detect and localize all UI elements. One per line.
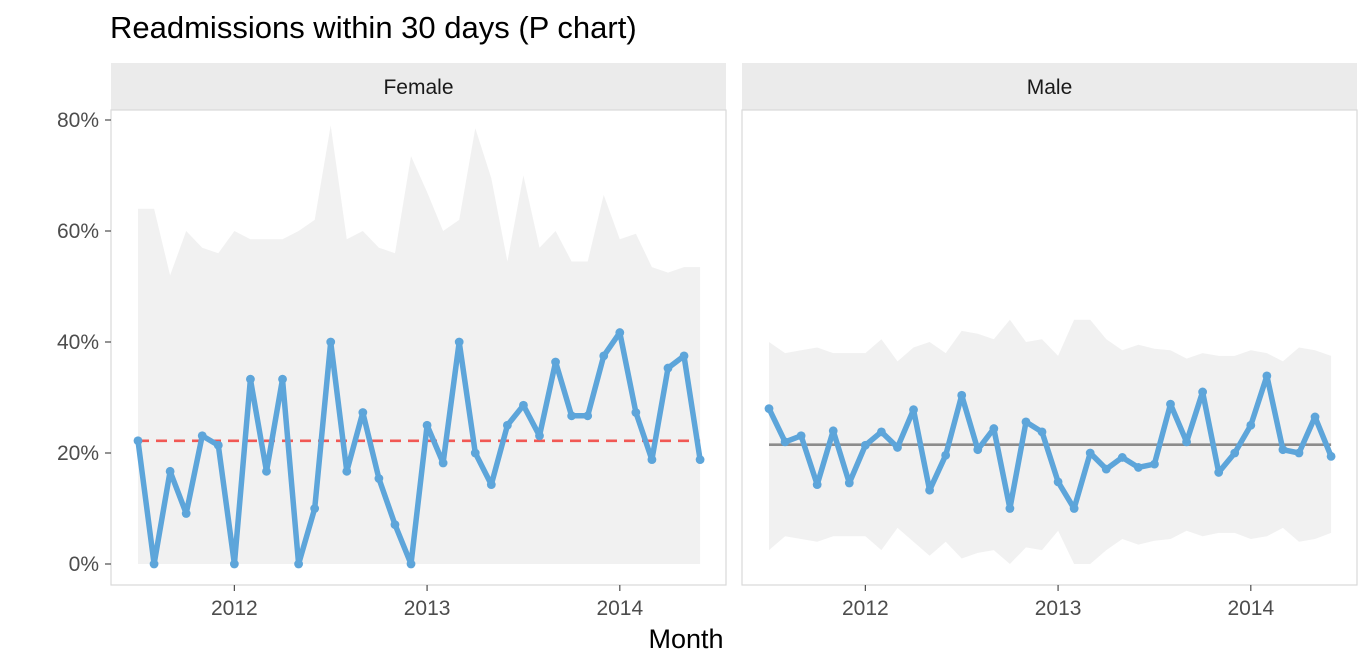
data-point — [812, 480, 822, 490]
data-point — [1294, 448, 1304, 458]
data-point — [342, 466, 352, 476]
y-tick-label: 60% — [57, 220, 99, 243]
data-point — [1150, 459, 1159, 469]
data-point — [326, 337, 336, 347]
data-point — [374, 474, 384, 483]
y-tick-label: 40% — [57, 331, 99, 354]
data-point — [486, 480, 496, 490]
y-tick-label: 20% — [57, 442, 99, 465]
data-point — [631, 408, 641, 417]
data-point — [1310, 412, 1320, 422]
facet-label-1: Male — [1027, 76, 1073, 99]
data-point — [246, 374, 255, 384]
y-tick-label: 0% — [69, 553, 99, 576]
data-point — [695, 455, 705, 465]
data-point — [165, 466, 175, 476]
data-point — [454, 337, 464, 347]
data-point — [1166, 399, 1175, 409]
data-point — [1214, 468, 1224, 477]
data-point — [551, 357, 560, 367]
data-point — [679, 351, 689, 361]
data-point — [647, 455, 657, 465]
data-point — [583, 411, 593, 421]
data-point — [470, 448, 480, 458]
data-point — [358, 408, 368, 417]
data-point — [1117, 453, 1127, 462]
data-point — [796, 431, 806, 441]
data-point — [1037, 427, 1047, 437]
data-point — [1262, 371, 1272, 381]
x-tick-label: 2014 — [1227, 597, 1274, 620]
data-point — [1326, 451, 1336, 461]
data-point — [1246, 420, 1256, 430]
data-point — [406, 559, 416, 569]
data-point — [1101, 464, 1111, 474]
x-tick-label: 2012 — [211, 597, 258, 620]
data-point — [925, 485, 934, 495]
x-axis-title: Month — [648, 624, 724, 654]
facet-strip-1 — [742, 63, 1357, 110]
data-point — [1085, 448, 1095, 458]
control-limits-band-1 — [769, 319, 1332, 564]
data-point — [844, 478, 854, 488]
data-point — [973, 445, 983, 455]
data-point — [229, 559, 239, 569]
data-point — [294, 559, 303, 569]
data-point — [390, 520, 400, 529]
data-point — [1069, 504, 1079, 513]
data-point — [502, 420, 512, 430]
data-point — [438, 458, 448, 468]
x-tick-label: 2014 — [596, 597, 643, 620]
control-limits-band-0 — [138, 125, 701, 564]
data-point — [957, 390, 967, 400]
data-point — [877, 427, 886, 437]
data-point — [1278, 445, 1288, 455]
data-point — [1005, 504, 1015, 513]
x-tick-label: 2013 — [404, 597, 451, 620]
chart-title: Readmissions within 30 days (P chart) — [110, 10, 637, 45]
data-point — [149, 559, 159, 569]
data-point — [422, 420, 432, 430]
data-point — [1133, 463, 1143, 472]
data-point — [1021, 417, 1031, 427]
data-point — [1198, 387, 1208, 397]
facet-label-0: Female — [383, 76, 453, 99]
data-point — [1053, 477, 1063, 487]
facet-strip-0 — [111, 63, 726, 110]
data-point — [133, 436, 143, 446]
data-point — [567, 411, 577, 421]
data-point — [213, 440, 223, 450]
data-point — [828, 426, 838, 436]
x-tick-label: 2013 — [1035, 597, 1082, 620]
data-point — [1182, 437, 1191, 447]
data-point — [989, 424, 999, 433]
data-point — [893, 443, 902, 452]
data-point — [1230, 448, 1240, 458]
data-point — [197, 431, 207, 441]
data-point — [519, 400, 528, 410]
data-point — [599, 351, 609, 361]
data-point — [278, 374, 287, 384]
data-point — [181, 509, 191, 518]
data-point — [909, 405, 918, 415]
series-line-1 — [766, 373, 1334, 512]
data-point — [310, 504, 320, 513]
data-point — [780, 437, 790, 447]
data-point — [860, 440, 870, 450]
data-point — [663, 363, 673, 373]
y-tick-label: 80% — [57, 109, 99, 132]
data-point — [262, 466, 271, 476]
x-tick-label: 2012 — [842, 597, 889, 620]
series-line-0 — [135, 329, 703, 567]
data-point — [615, 328, 625, 337]
data-point — [535, 431, 544, 441]
data-point — [764, 404, 774, 413]
data-point — [941, 450, 951, 460]
